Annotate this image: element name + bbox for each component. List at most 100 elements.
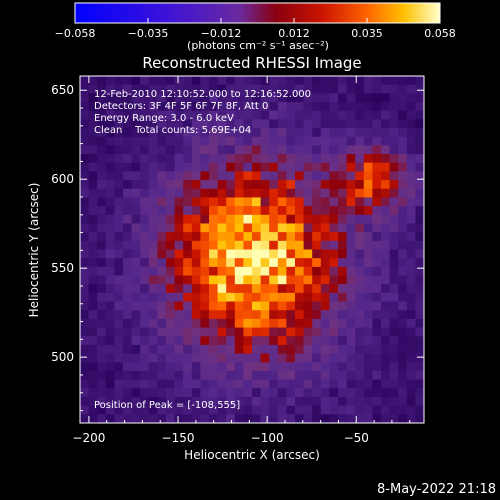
heatmap-cell bbox=[286, 310, 296, 320]
heatmap-cell bbox=[157, 128, 167, 138]
heatmap-cell bbox=[406, 414, 416, 423]
heatmap-cell bbox=[209, 93, 218, 103]
heatmap-cell bbox=[226, 396, 236, 407]
heatmap-cell bbox=[183, 214, 193, 224]
heatmap-cell bbox=[381, 249, 390, 259]
heatmap-cell bbox=[243, 197, 253, 207]
heatmap-cell bbox=[123, 128, 132, 138]
heatmap-cell bbox=[200, 405, 210, 415]
heatmap-cell bbox=[140, 145, 150, 155]
heatmap-cell bbox=[260, 301, 270, 311]
heatmap-cell bbox=[269, 388, 279, 398]
heatmap-cell bbox=[329, 154, 339, 164]
heatmap-cell bbox=[157, 102, 167, 112]
heatmap-cell bbox=[209, 128, 218, 138]
heatmap-cell bbox=[372, 405, 382, 415]
heatmap-cell bbox=[303, 284, 313, 294]
heatmap-cell bbox=[97, 284, 107, 294]
heatmap-cell bbox=[234, 128, 244, 138]
heatmap-cell bbox=[226, 93, 236, 103]
heatmap-cell bbox=[174, 275, 184, 285]
heatmap-cell bbox=[372, 249, 382, 259]
heatmap-cell bbox=[148, 379, 158, 389]
heatmap-cell bbox=[355, 232, 365, 242]
heatmap-cell bbox=[191, 275, 201, 285]
heatmap-cell bbox=[183, 327, 193, 337]
heatmap-cell bbox=[123, 362, 132, 372]
heatmap-cell bbox=[183, 188, 193, 198]
heatmap-cell bbox=[209, 110, 218, 120]
heatmap-cell bbox=[303, 145, 313, 155]
heatmap-cell bbox=[183, 336, 193, 346]
heatmap-cell bbox=[303, 214, 313, 224]
heatmap-cell bbox=[88, 93, 98, 103]
heatmap-cell bbox=[234, 310, 244, 320]
heatmap-cell bbox=[88, 414, 98, 423]
heatmap-cell bbox=[363, 405, 373, 415]
heatmap-cell bbox=[157, 414, 167, 423]
heatmap-cell bbox=[209, 379, 218, 389]
heatmap-cell bbox=[234, 214, 244, 224]
heatmap-cell bbox=[406, 102, 416, 112]
heatmap-cell bbox=[389, 188, 399, 198]
colorbar-tick-label: −0.035 bbox=[128, 27, 169, 40]
heatmap-cell bbox=[226, 275, 236, 285]
heatmap-cell bbox=[105, 370, 115, 381]
heatmap-cell bbox=[252, 275, 261, 285]
heatmap-cell bbox=[174, 240, 184, 250]
heatmap-cell bbox=[269, 102, 279, 112]
heatmap-cell bbox=[217, 318, 227, 328]
heatmap-cell bbox=[97, 327, 107, 337]
heatmap-cell bbox=[389, 301, 399, 311]
heatmap-cell bbox=[286, 396, 296, 407]
heatmap-cell bbox=[320, 206, 330, 216]
heatmap-cell bbox=[320, 396, 330, 407]
heatmap-cell bbox=[174, 370, 184, 381]
heatmap-cell bbox=[389, 206, 399, 216]
heatmap-cell bbox=[157, 318, 167, 328]
heatmap-cell bbox=[252, 84, 261, 94]
heatmap-cell bbox=[97, 396, 107, 407]
heatmap-cell bbox=[389, 223, 399, 233]
heatmap-cell bbox=[234, 232, 244, 242]
heatmap-cell bbox=[260, 344, 270, 355]
heatmap-cell bbox=[200, 154, 210, 164]
heatmap-cell bbox=[183, 145, 193, 155]
heatmap-cell bbox=[157, 232, 167, 242]
heatmap-cell bbox=[329, 275, 339, 285]
heatmap-cell bbox=[303, 275, 313, 285]
heatmap-cell bbox=[372, 301, 382, 311]
heatmap-cell bbox=[329, 188, 339, 198]
heatmap-cell bbox=[114, 284, 124, 294]
heatmap-cell bbox=[80, 275, 89, 285]
heatmap-cell bbox=[269, 171, 279, 181]
heatmap-cell bbox=[295, 396, 304, 407]
heatmap-cell bbox=[183, 388, 193, 398]
heatmap-cell bbox=[217, 396, 227, 407]
heatmap-cell bbox=[260, 275, 270, 285]
heatmap-cell bbox=[269, 223, 279, 233]
heatmap-cell bbox=[260, 154, 270, 164]
heatmap-cell bbox=[148, 292, 158, 302]
heatmap-cell bbox=[295, 249, 304, 259]
heatmap-cell bbox=[312, 292, 322, 302]
heatmap-cell bbox=[166, 76, 175, 86]
heatmap-cell bbox=[209, 232, 218, 242]
heatmap-cell bbox=[131, 76, 141, 86]
heatmap-cell bbox=[286, 275, 296, 285]
heatmap-cell bbox=[183, 136, 193, 146]
heatmap-cell bbox=[355, 76, 365, 86]
heatmap-cell bbox=[286, 266, 296, 276]
heatmap-cell bbox=[191, 266, 201, 276]
heatmap-cell bbox=[320, 128, 330, 138]
heatmap-cell bbox=[217, 284, 227, 294]
heatmap-cell bbox=[166, 102, 175, 112]
heatmap-cell bbox=[286, 171, 296, 181]
heatmap-cell bbox=[415, 249, 424, 259]
heatmap-cell bbox=[123, 206, 132, 216]
heatmap-cell bbox=[320, 344, 330, 355]
heatmap-cell bbox=[226, 154, 236, 164]
heatmap-cell bbox=[183, 128, 193, 138]
heatmap-cell bbox=[363, 266, 373, 276]
heatmap-cell bbox=[415, 396, 424, 407]
